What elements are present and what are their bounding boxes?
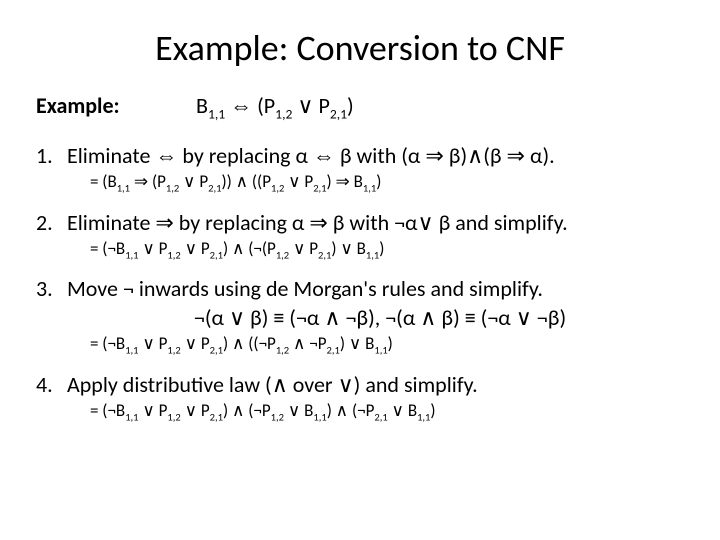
step-3-result: = (¬B1,1 ∨ P1,2 ∨ P2,1) ∧ ((¬P1,2 ∧ ¬P2,… — [90, 333, 684, 356]
step-2: 2. Eliminate ⇒ by replacing α ⇒ β with ¬… — [36, 209, 684, 236]
slide: Example: Conversion to CNF Example: B1,1… — [0, 0, 720, 453]
step-4: 4. Apply distributive law (∧ over ∨) and… — [36, 371, 684, 398]
example-formula: B1,1 ⇔ (P1,2 ∨ P2,1) — [196, 92, 354, 122]
step-1-result: = (B1,1 ⇒ (P1,2 ∨ P2,1)) ∧ ((P1,2 ∨ P2,1… — [90, 171, 684, 194]
step-1-text: Eliminate ⇔ by replacing α ⇔ β with (α ⇒… — [67, 142, 555, 169]
step-3-rule: ¬(α ∨ β) ≡ (¬α ∧ ¬β), ¬(α ∧ β) ≡ (¬α ∨ ¬… — [36, 304, 684, 331]
step-4-result: = (¬B1,1 ∨ P1,2 ∨ P2,1) ∧ (¬P1,2 ∨ B1,1)… — [90, 400, 684, 423]
step-2-result: = (¬B1,1 ∨ P1,2 ∨ P2,1) ∧ (¬(P1,2 ∨ P2,1… — [90, 238, 684, 261]
step-4-text: Apply distributive law (∧ over ∨) and si… — [67, 371, 478, 398]
step-4-num: 4. — [36, 371, 62, 398]
example-label: Example: — [36, 92, 176, 119]
step-1-num: 1. — [36, 142, 62, 169]
step-1: 1. Eliminate ⇔ by replacing α ⇔ β with (… — [36, 142, 684, 169]
step-2-text: Eliminate ⇒ by replacing α ⇒ β with ¬α∨ … — [67, 209, 568, 236]
slide-title: Example: Conversion to CNF — [36, 26, 684, 70]
step-3-num: 3. — [36, 275, 62, 302]
step-2-num: 2. — [36, 209, 62, 236]
step-3-text: Move ¬ inwards using de Morgan's rules a… — [67, 275, 543, 302]
step-3: 3. Move ¬ inwards using de Morgan's rule… — [36, 275, 684, 302]
example-row: Example: B1,1 ⇔ (P1,2 ∨ P2,1) — [36, 92, 684, 122]
